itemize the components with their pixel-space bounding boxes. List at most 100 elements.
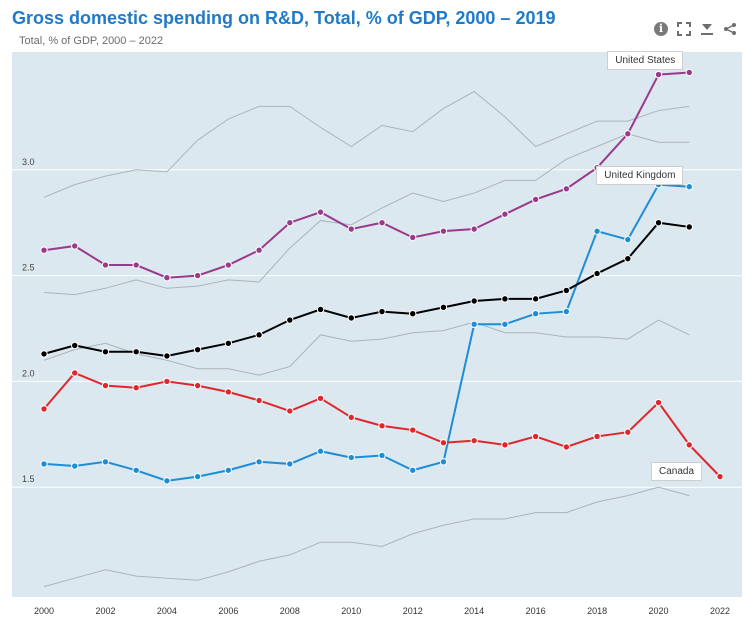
united-kingdom-point[interactable] bbox=[501, 320, 509, 328]
united-states-point[interactable] bbox=[193, 271, 202, 280]
series-3-point[interactable] bbox=[193, 345, 202, 354]
united-kingdom-series[interactable] bbox=[40, 180, 693, 485]
united-states-point[interactable] bbox=[286, 219, 294, 227]
series-3-point[interactable] bbox=[40, 350, 48, 358]
canada-point[interactable] bbox=[716, 472, 724, 481]
canada-point[interactable] bbox=[685, 441, 693, 449]
series-3-series[interactable] bbox=[40, 219, 693, 360]
series-3-point[interactable] bbox=[378, 307, 386, 316]
canada-point[interactable] bbox=[470, 436, 478, 445]
series-3-point[interactable] bbox=[224, 339, 233, 348]
united-states-point[interactable] bbox=[562, 185, 571, 193]
series-3-point[interactable] bbox=[593, 269, 601, 278]
united-states-point[interactable] bbox=[624, 130, 632, 138]
united-states-point[interactable] bbox=[132, 261, 140, 269]
united-kingdom-point[interactable] bbox=[439, 458, 448, 466]
canada-point[interactable] bbox=[316, 394, 325, 403]
series-3-point[interactable] bbox=[347, 314, 355, 322]
download-icon[interactable] bbox=[700, 22, 714, 36]
series-3-point[interactable] bbox=[71, 341, 79, 350]
canada-point[interactable] bbox=[531, 432, 540, 441]
united-kingdom-point[interactable] bbox=[132, 466, 140, 474]
series-3-point[interactable] bbox=[163, 352, 171, 360]
series-3-point[interactable] bbox=[316, 305, 325, 314]
series-3-point[interactable] bbox=[132, 348, 140, 356]
united-states-point[interactable] bbox=[654, 70, 663, 79]
x-tick-label: 2002 bbox=[95, 606, 115, 616]
united-states-point[interactable] bbox=[163, 274, 171, 282]
united-kingdom-point[interactable] bbox=[286, 460, 294, 468]
united-kingdom-point[interactable] bbox=[624, 235, 632, 244]
x-axis-ticks: 2000 2002 2004 2006 2008 2010 2012 2014 2016 2018… bbox=[34, 606, 730, 616]
united-states-point[interactable] bbox=[316, 208, 325, 216]
series-3-point[interactable] bbox=[286, 316, 294, 324]
canada-point[interactable] bbox=[40, 405, 48, 413]
united-states-point[interactable] bbox=[378, 219, 386, 227]
series-3-point[interactable] bbox=[562, 286, 571, 295]
united-kingdom-point[interactable] bbox=[163, 477, 171, 485]
canada-point[interactable] bbox=[378, 422, 386, 430]
canada-point[interactable] bbox=[286, 407, 294, 415]
series-3-point[interactable] bbox=[685, 223, 693, 231]
canada-point[interactable] bbox=[562, 443, 571, 451]
canada-point[interactable] bbox=[101, 381, 110, 390]
united-states-point[interactable] bbox=[470, 225, 478, 233]
united-states-point[interactable] bbox=[71, 242, 79, 250]
united-states-point[interactable] bbox=[40, 246, 48, 254]
canada-point[interactable] bbox=[163, 377, 171, 386]
united-states-point[interactable] bbox=[224, 261, 233, 269]
x-tick-label: 2018 bbox=[587, 606, 607, 616]
context-series bbox=[43, 90, 690, 588]
canada-point[interactable] bbox=[255, 396, 263, 405]
canada-series[interactable] bbox=[40, 369, 724, 481]
canada-point[interactable] bbox=[193, 381, 202, 390]
united-kingdom-point[interactable] bbox=[470, 320, 478, 328]
series-3-point[interactable] bbox=[409, 309, 417, 318]
canada-point[interactable] bbox=[132, 384, 140, 392]
united-states-point[interactable] bbox=[409, 233, 417, 242]
united-kingdom-point[interactable] bbox=[71, 462, 79, 470]
series-3-point[interactable] bbox=[501, 295, 509, 303]
canada-point[interactable] bbox=[624, 428, 632, 436]
united-kingdom-point[interactable] bbox=[316, 447, 325, 455]
info-icon[interactable]: i bbox=[654, 22, 668, 36]
series-3-point[interactable] bbox=[624, 254, 632, 263]
united-states-point[interactable] bbox=[255, 246, 263, 254]
canada-point[interactable] bbox=[224, 388, 233, 396]
series-3-point[interactable] bbox=[654, 219, 663, 227]
share-icon[interactable] bbox=[723, 22, 737, 36]
canada-point[interactable] bbox=[593, 432, 601, 441]
highlighted-series bbox=[40, 68, 724, 485]
united-states-point[interactable] bbox=[439, 227, 448, 235]
canada-point[interactable] bbox=[347, 413, 355, 422]
canada-point[interactable] bbox=[501, 441, 509, 449]
united-kingdom-point[interactable] bbox=[40, 460, 48, 468]
united-kingdom-point[interactable] bbox=[224, 466, 233, 474]
united-kingdom-point[interactable] bbox=[193, 472, 202, 481]
united-kingdom-point[interactable] bbox=[378, 451, 386, 460]
canada-point[interactable] bbox=[439, 439, 448, 447]
series-3-point[interactable] bbox=[531, 295, 540, 303]
canada-point[interactable] bbox=[71, 369, 79, 377]
united-kingdom-point[interactable] bbox=[347, 453, 355, 462]
united-states-series[interactable] bbox=[40, 68, 693, 282]
united-kingdom-point[interactable] bbox=[101, 458, 110, 466]
united-kingdom-point[interactable] bbox=[255, 458, 263, 466]
united-states-point[interactable] bbox=[531, 195, 540, 204]
united-kingdom-point[interactable] bbox=[685, 183, 693, 191]
expand-icon[interactable] bbox=[677, 22, 691, 36]
united-kingdom-point[interactable] bbox=[531, 309, 540, 318]
united-states-point[interactable] bbox=[347, 225, 355, 233]
united-states-point[interactable] bbox=[501, 210, 509, 218]
united-kingdom-point[interactable] bbox=[562, 307, 571, 316]
united-kingdom-point[interactable] bbox=[409, 466, 417, 474]
united-states-point[interactable] bbox=[101, 261, 110, 269]
series-3-point[interactable] bbox=[470, 297, 478, 305]
united-states-point[interactable] bbox=[685, 68, 693, 77]
united-kingdom-point[interactable] bbox=[593, 227, 601, 235]
canada-point[interactable] bbox=[654, 398, 663, 407]
series-3-point[interactable] bbox=[439, 303, 448, 312]
canada-point[interactable] bbox=[409, 426, 417, 434]
series-3-point[interactable] bbox=[101, 348, 110, 356]
series-3-point[interactable] bbox=[255, 331, 263, 339]
